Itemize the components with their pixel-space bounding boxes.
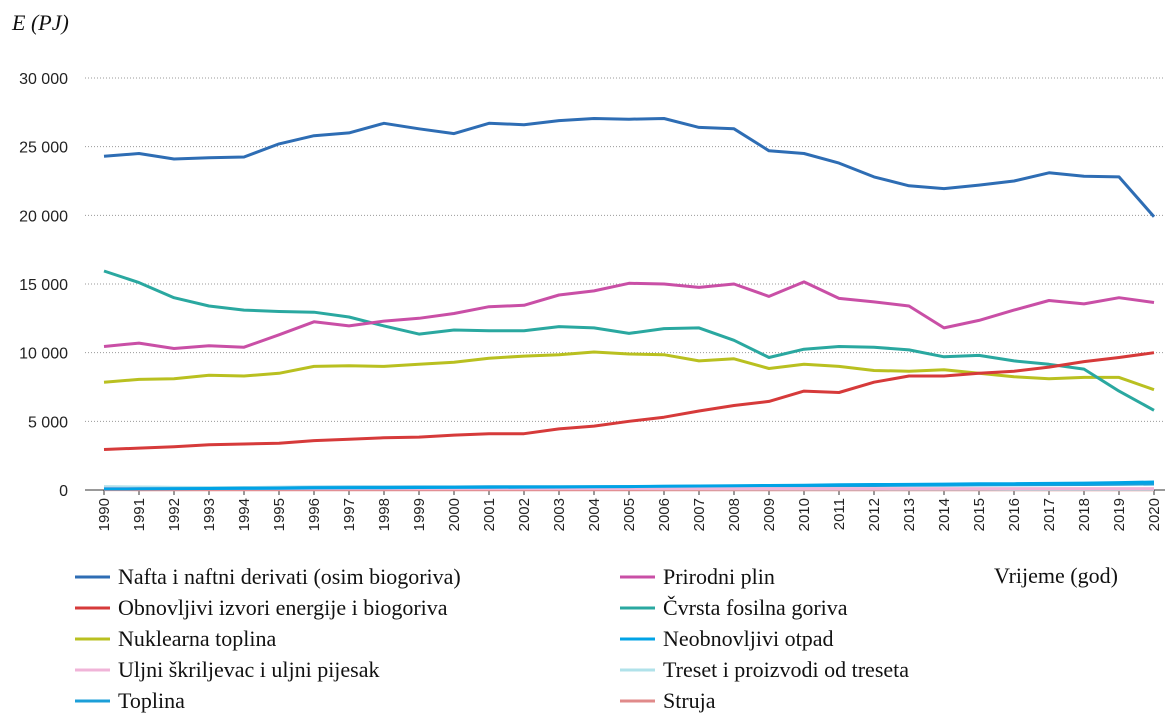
x-tick-label: 1997 (341, 498, 358, 531)
series-line (103, 269, 1155, 412)
x-tick-label: 2014 (936, 498, 953, 531)
legend-label: Neobnovljivi otpad (663, 626, 833, 651)
x-tick-label: 1996 (306, 498, 323, 531)
x-tick-label: 2020 (1146, 498, 1163, 531)
legend-label: Prirodni plin (663, 564, 775, 589)
x-tick-label: 2016 (1006, 498, 1023, 531)
y-tick-label: 30 000 (19, 71, 68, 88)
legend-label: Nuklearna toplina (118, 626, 276, 651)
y-tick-label: 10 000 (19, 346, 68, 363)
x-axis-label: Vrijeme (god) (994, 563, 1118, 588)
x-tick-label: 2000 (446, 498, 463, 531)
y-tick-label: 20 000 (19, 208, 68, 225)
legend-label: Uljni škriljevac i uljni pijesak (118, 657, 380, 682)
legend-label: Treset i proizvodi od treseta (663, 657, 909, 682)
x-tick-label: 2012 (866, 498, 883, 531)
x-tick-label: 2009 (761, 498, 778, 531)
x-tick-label: 1993 (201, 498, 218, 531)
y-tick-label: 5 000 (28, 414, 68, 431)
x-tick-label: 2007 (691, 498, 708, 531)
x-tick-label: 2013 (901, 498, 918, 531)
legend-label: Čvrsta fosilna goriva (663, 595, 848, 620)
legend-label: Toplina (118, 688, 185, 713)
x-tick-label: 2004 (586, 498, 603, 531)
x-tick-label: 2001 (481, 498, 498, 531)
series-line (103, 480, 1155, 491)
x-tick-label: 2002 (516, 498, 533, 531)
legend-label: Struja (663, 688, 716, 713)
x-tick-label: 1994 (236, 498, 253, 531)
y-tick-label: 15 000 (19, 277, 68, 294)
x-tick-label: 2019 (1111, 498, 1128, 531)
x-tick-label: 2018 (1076, 498, 1093, 531)
x-tick-label: 1998 (376, 498, 393, 531)
x-tick-label: 1992 (166, 498, 183, 531)
x-tick-label: 1991 (131, 498, 148, 531)
y-tick-label: 25 000 (19, 140, 68, 157)
y-tick-label: 0 (59, 483, 68, 500)
series-line (103, 280, 1155, 350)
x-tick-label: 1995 (271, 498, 288, 531)
series-line (103, 117, 1156, 218)
legend-label: Nafta i naftni derivati (osim biogoriva) (118, 564, 461, 589)
x-tick-label: 2005 (621, 498, 638, 531)
x-tick-label: 2003 (551, 498, 568, 531)
x-tick-label: 2015 (971, 498, 988, 531)
x-tick-label: 2008 (726, 498, 743, 531)
x-tick-label: 2010 (796, 498, 813, 531)
x-tick-label: 1999 (411, 498, 428, 531)
x-tick-label: 1990 (96, 498, 113, 531)
legend-label: Obnovljivi izvori energije i biogoriva (118, 595, 448, 620)
x-tick-label: 2017 (1041, 498, 1058, 531)
series-line (103, 351, 1155, 451)
x-tick-label: 2011 (831, 498, 848, 530)
x-tick-label: 2006 (656, 498, 673, 531)
y-axis-label: E (PJ) (11, 10, 69, 35)
